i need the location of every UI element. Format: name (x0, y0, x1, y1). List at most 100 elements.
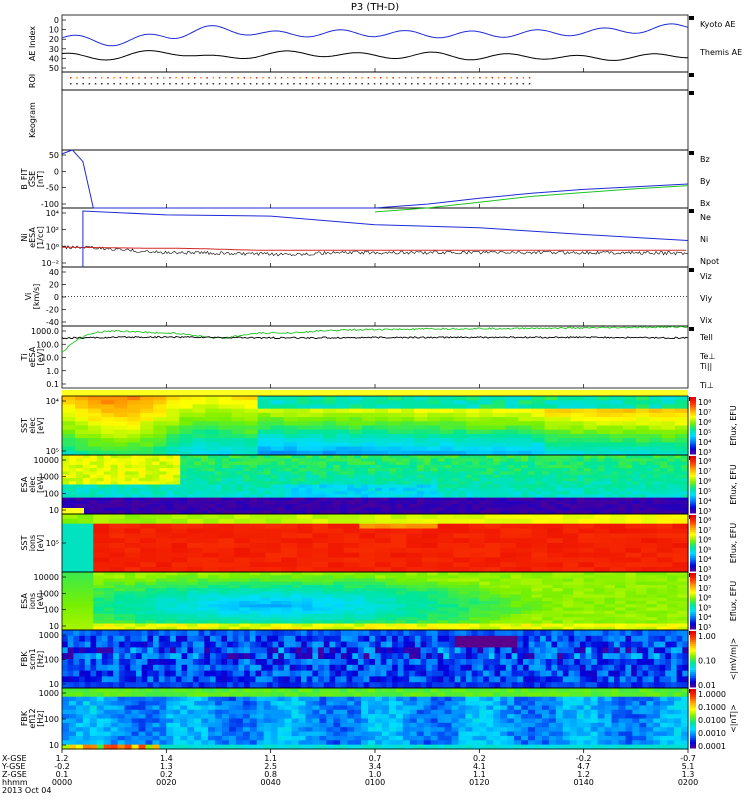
spectrogram-cell (500, 578, 512, 583)
spectrogram-cell (611, 494, 620, 499)
spectrogram-cell (218, 575, 230, 580)
spectrogram-cell (301, 626, 313, 631)
spectrogram-cell (88, 425, 102, 431)
spectrogram-cell (221, 458, 230, 463)
spectrogram-cell (427, 412, 441, 418)
spectrogram-cell (460, 682, 467, 689)
spectrogram-cell (263, 487, 272, 492)
spectrogram-cell (323, 653, 331, 660)
spectrogram-cell (635, 438, 650, 443)
spectrogram-cell (101, 659, 109, 666)
spectrogram-cell (444, 477, 453, 482)
spectrogram-cell (604, 597, 616, 602)
spectrogram-cell (521, 507, 529, 512)
spectrogram-cell (681, 504, 689, 509)
spectrogram-cell (277, 500, 286, 505)
spectrogram-cell (312, 572, 324, 576)
spectrogram-cell (298, 474, 307, 479)
spectrogram-cell (312, 630, 319, 637)
spectrogram-cell (674, 429, 689, 435)
spectrogram-cell (291, 504, 300, 509)
spectrogram-cell (301, 664, 308, 672)
spectrogram-cell (625, 584, 637, 589)
spectrogram-cell (479, 400, 493, 406)
spectrogram-cell (155, 584, 167, 589)
spectrogram-cell (594, 581, 606, 586)
spectrogram-cell (62, 547, 79, 554)
spectrogram-cell (319, 477, 327, 482)
spectrogram-cell (281, 597, 293, 602)
spectrogram-cell (72, 610, 84, 615)
spectrogram-cell (62, 425, 76, 431)
spectrogram-cell (614, 676, 621, 683)
spectrogram-cell (646, 597, 658, 602)
spectrogram-cell (291, 468, 300, 472)
spectrogram-cell (117, 487, 126, 492)
spectrogram-cell (431, 682, 439, 689)
spectrogram-cell (604, 620, 616, 625)
spectrogram-cell (625, 575, 637, 580)
spectrogram-cell (235, 458, 244, 463)
spectrogram-cell (656, 557, 673, 563)
spectrogram-cell (270, 481, 279, 486)
spectrogram-cell (608, 676, 615, 683)
spectrogram-cell (180, 455, 188, 459)
spectrogram-cell (653, 484, 661, 489)
spectrogram-cell (451, 510, 460, 515)
spectrogram-cell (489, 601, 501, 605)
spectrogram-cell (77, 533, 94, 539)
spectrogram-cell (296, 442, 311, 448)
spectrogram-cell (235, 507, 244, 512)
spectrogram-cell (140, 567, 157, 573)
spectrogram-cell (448, 682, 456, 689)
spectrogram-cell (209, 664, 217, 672)
spectrogram-cell (82, 474, 91, 479)
spectrogram-cell (187, 613, 199, 618)
spectrogram-cell (625, 477, 633, 482)
spectrogram-cell (322, 581, 334, 586)
spectrogram-cell (289, 635, 296, 643)
spectrogram-cell (570, 404, 585, 410)
spectrogram-cell (468, 604, 480, 609)
spectrogram-cell (639, 494, 647, 499)
spectrogram-cell (421, 567, 439, 573)
spectrogram-cell (420, 670, 427, 677)
spectrogram-cell (631, 670, 638, 677)
spectrogram-cell (171, 562, 188, 568)
spectrogram-cell (197, 607, 209, 612)
spectrogram-cell (277, 455, 286, 459)
spectrogram-cell (471, 653, 479, 660)
spectrogram-cell (114, 404, 128, 410)
spectrogram-cell (208, 481, 216, 486)
spectrogram-cell (77, 543, 94, 549)
spectrogram-cell (145, 572, 157, 576)
spectrogram-cell (135, 641, 143, 648)
spectrogram-cell (201, 455, 209, 459)
spectrogram-cell (646, 494, 654, 499)
spectrogram-cell (138, 491, 147, 495)
spectrogram-cell (639, 468, 647, 472)
spectrogram-cell (340, 507, 348, 512)
spectrogram-cell (625, 613, 637, 618)
spectrogram-cell (281, 594, 293, 599)
spectrogram-cell (648, 653, 655, 660)
spectrogram-cell (135, 604, 147, 609)
spectrogram-cell (296, 404, 311, 410)
spectrogram-cell (326, 468, 334, 472)
spectrogram-cell (667, 604, 679, 609)
spectrogram-cell (62, 572, 74, 576)
spectrogram-cell (194, 474, 202, 479)
spectrogram-cell (583, 623, 595, 628)
spectrogram-cell (500, 620, 512, 625)
spectrogram-cell (281, 543, 298, 549)
spectrogram-cell (265, 523, 282, 530)
spectrogram-cell (493, 500, 501, 505)
spectrogram-cell (500, 507, 508, 512)
spectrogram-cell (531, 601, 543, 605)
spectrogram-cell (67, 664, 74, 672)
spectrogram-cell (173, 471, 181, 476)
spectrogram-cell (375, 425, 389, 431)
spectrogram-cell (641, 562, 658, 568)
spectrogram-cell (90, 653, 97, 660)
spectrogram-cell (385, 613, 397, 618)
